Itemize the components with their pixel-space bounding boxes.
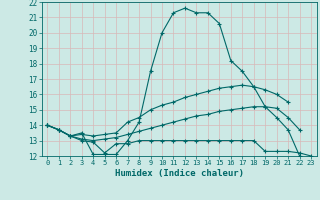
X-axis label: Humidex (Indice chaleur): Humidex (Indice chaleur) — [115, 169, 244, 178]
